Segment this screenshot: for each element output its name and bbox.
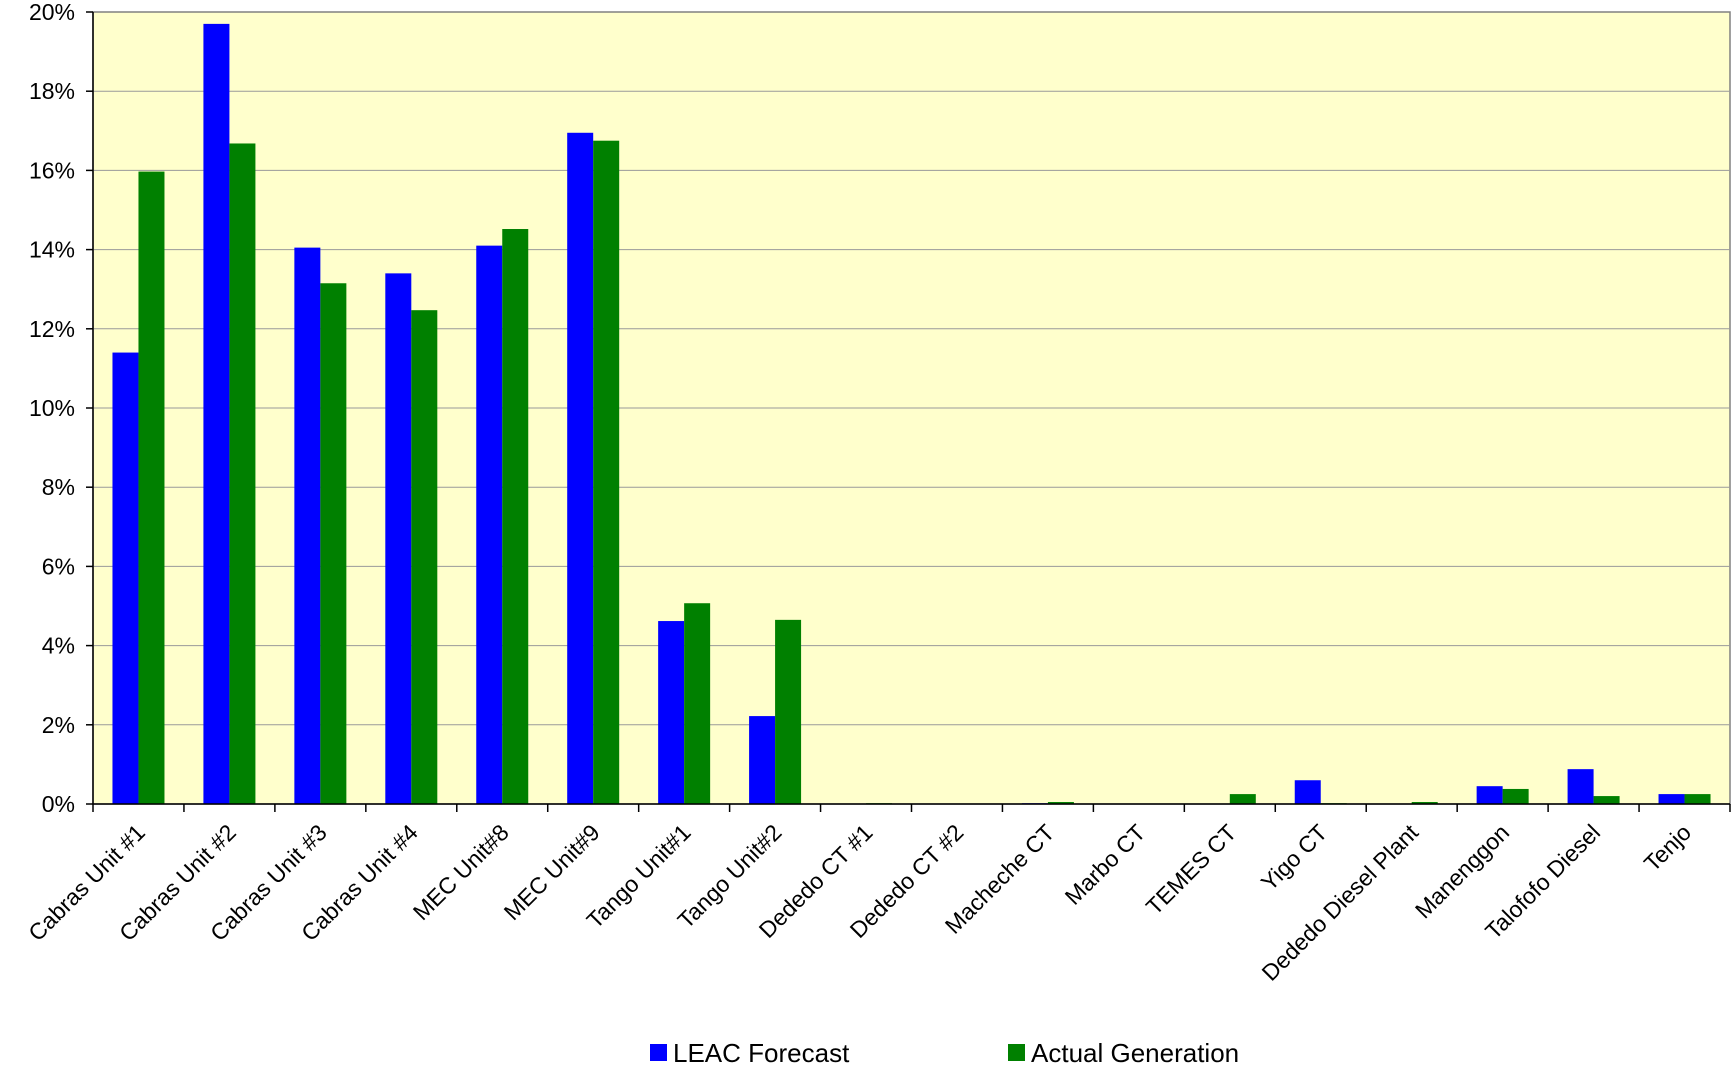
- legend-swatch: [1008, 1044, 1025, 1061]
- bar-actual-generation: [320, 283, 347, 804]
- bar-actual-generation: [229, 143, 256, 805]
- bar-leac-forecast: [749, 716, 776, 804]
- bar-actual-generation: [1684, 794, 1711, 804]
- x-category-label: MEC Unit#8: [408, 819, 514, 925]
- bar-leac-forecast: [1294, 780, 1321, 804]
- bar-actual-generation: [1502, 788, 1529, 804]
- bar-leac-forecast: [658, 621, 685, 804]
- legend-swatch: [650, 1044, 667, 1061]
- bars: [112, 23, 1711, 805]
- y-tick-label: 18%: [29, 78, 75, 104]
- bar-actual-generation: [775, 619, 802, 804]
- bar-actual-generation: [1047, 802, 1074, 804]
- bar-leac-forecast: [1476, 786, 1503, 804]
- y-tick-label: 2%: [42, 712, 75, 738]
- bar-actual-generation: [1229, 794, 1256, 804]
- bar-actual-generation: [411, 310, 438, 804]
- y-axis-tick-labels: 0% 2% 4% 6% 8% 10% 12% 14% 16% 18% 20%: [29, 0, 75, 817]
- bar-actual-generation: [1411, 802, 1438, 804]
- axes: [86, 11, 1731, 812]
- x-category-label: Marbo CT: [1060, 819, 1151, 910]
- y-tick-label: 4%: [42, 633, 75, 659]
- x-category-label: TEMES CT: [1141, 819, 1242, 920]
- legend-label: LEAC Forecast: [673, 1038, 850, 1068]
- y-tick-label: 20%: [29, 0, 75, 25]
- bar-leac-forecast: [567, 132, 594, 804]
- y-tick-label: 10%: [29, 395, 75, 421]
- bar-leac-forecast: [203, 23, 230, 804]
- bar-actual-generation: [138, 171, 165, 804]
- bar-leac-forecast: [112, 352, 139, 804]
- y-tick-label: 0%: [42, 791, 75, 817]
- legend: LEAC Forecast Actual Generation: [650, 1038, 1239, 1068]
- bar-actual-generation: [684, 603, 711, 804]
- bar-leac-forecast: [294, 247, 321, 804]
- bar-actual-generation: [1593, 796, 1620, 804]
- bar-leac-forecast: [476, 245, 503, 804]
- bar-leac-forecast: [1658, 794, 1685, 804]
- bar-actual-generation: [593, 140, 620, 804]
- legend-label: Actual Generation: [1031, 1038, 1239, 1068]
- x-category-label: Dededo Diesel Plant: [1257, 819, 1424, 986]
- y-tick-label: 14%: [29, 237, 75, 263]
- x-category-label: Yigo CT: [1256, 819, 1333, 896]
- x-category-label: Tenjo: [1639, 819, 1696, 876]
- y-tick-label: 6%: [42, 553, 75, 579]
- y-tick-label: 16%: [29, 157, 75, 183]
- y-tick-label: 12%: [29, 316, 75, 342]
- bar-actual-generation: [502, 229, 529, 804]
- y-tick-label: 8%: [42, 474, 75, 500]
- gridlines: [93, 90, 1730, 726]
- bar-leac-forecast: [1567, 769, 1594, 804]
- bar-leac-forecast: [385, 273, 412, 804]
